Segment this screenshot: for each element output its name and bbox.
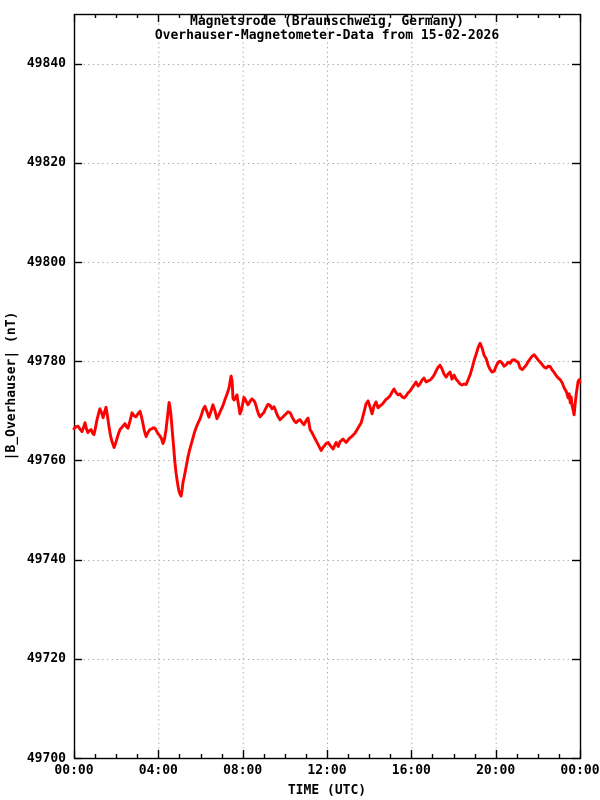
y-tick-label: 49780 [26, 353, 66, 369]
y-tick-label: 49760 [26, 452, 66, 468]
y-tick-label: 49700 [26, 750, 66, 766]
chart-title-line1: Magnetsrode (Braunschweig, Germany) [190, 14, 464, 29]
x-tick-label: 04:00 [138, 763, 178, 778]
chart-title-block: Magnetsrode (Braunschweig, Germany) Over… [74, 15, 580, 42]
x-tick-label: 20:00 [476, 763, 516, 778]
series-overhauser-line [72, 341, 582, 498]
y-tick-label: 49800 [26, 254, 66, 270]
x-tick-label: 16:00 [391, 763, 431, 778]
y-tick-label: 49820 [26, 155, 66, 171]
y-tick-label: 49720 [26, 651, 66, 667]
chart-title-line2: Overhauser-Magnetometer-Data from 15-02-… [154, 28, 500, 43]
y-tick-label: 49840 [26, 56, 66, 72]
plot-frame [73, 13, 582, 760]
x-tick-label: 12:00 [307, 763, 347, 778]
x-axis-title: TIME (UTC) [287, 783, 367, 798]
x-tick-label: 00:00 [560, 763, 600, 778]
x-tick-label: 08:00 [223, 763, 263, 778]
y-tick-label: 49740 [26, 552, 66, 568]
x-tick-label: 00:00 [54, 763, 94, 778]
